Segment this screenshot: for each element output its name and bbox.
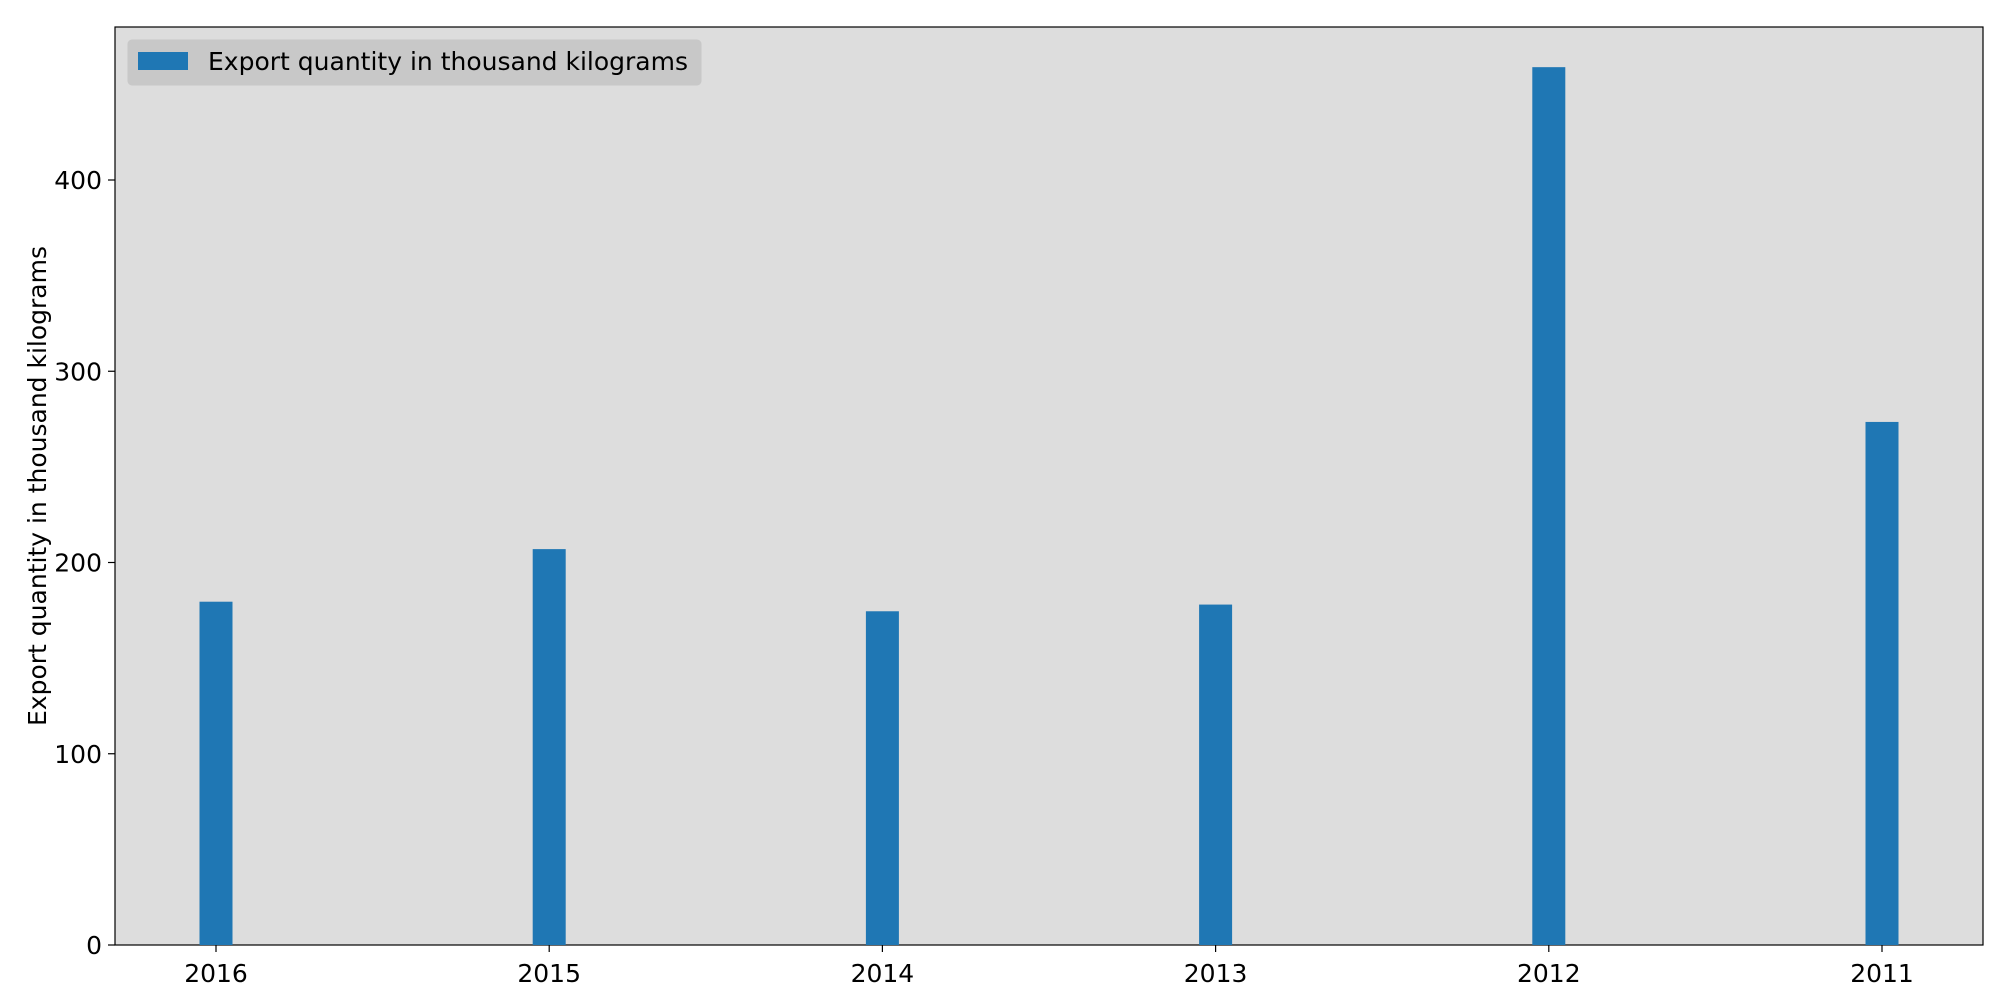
x-tick-label: 2014 — [851, 959, 915, 988]
y-tick-label: 300 — [54, 357, 102, 386]
legend-label: Export quantity in thousand kilograms — [208, 47, 688, 76]
x-tick-label: 2011 — [1850, 959, 1914, 988]
y-tick-label: 100 — [54, 740, 102, 769]
y-tick-label: 200 — [54, 549, 102, 578]
legend-box — [127, 39, 702, 86]
x-tick-label: 2012 — [1517, 959, 1581, 988]
bar-2015 — [532, 549, 566, 945]
y-axis: 0 100 200 300 400 — [54, 166, 115, 960]
x-tick-label: 2013 — [1184, 959, 1248, 988]
x-tick-label: 2016 — [184, 959, 248, 988]
bar-2011 — [1865, 421, 1899, 945]
bar-2013 — [1199, 604, 1233, 945]
y-axis-label: Export quantity in thousand kilograms — [23, 246, 52, 726]
y-tick-label: 0 — [86, 931, 102, 960]
plot-area — [114, 26, 1984, 946]
x-tick-label: 2015 — [517, 959, 581, 988]
bars-layer — [199, 67, 1899, 946]
legend: Export quantity in thousand kilograms — [127, 39, 702, 86]
bar-2014 — [865, 611, 899, 945]
y-tick-label: 400 — [54, 166, 102, 195]
bar-2016 — [199, 601, 233, 945]
bar-2012 — [1532, 67, 1566, 946]
legend-swatch — [138, 52, 188, 70]
x-axis: 2016 2015 2014 2013 2012 2011 — [184, 945, 1914, 988]
